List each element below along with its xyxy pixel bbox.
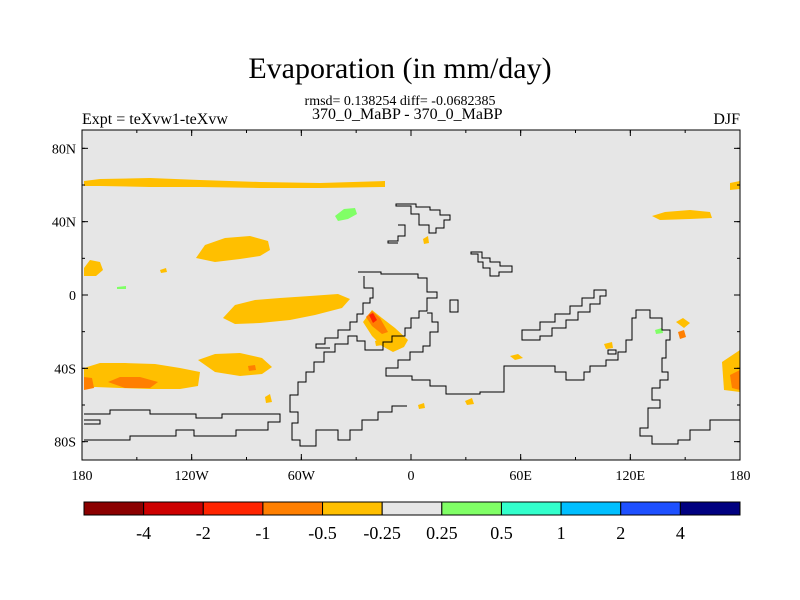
colorbar-label: -0.5 bbox=[308, 523, 337, 543]
colorbar-label: -0.25 bbox=[363, 523, 401, 543]
colorbar-label: -4 bbox=[136, 523, 151, 543]
season-label: DJF bbox=[713, 111, 740, 128]
colorbar-swatch bbox=[322, 501, 383, 516]
patch-small-3 bbox=[418, 403, 425, 409]
patch-orange-west-pacific bbox=[84, 377, 94, 390]
chart-subtitle: rmsd= 0.138254 diff= -0.0682385 bbox=[304, 94, 496, 109]
patch-60n-east bbox=[730, 181, 740, 190]
x-axis: 180 120W 60W 0 60E 120E 180 bbox=[72, 130, 751, 484]
coastline-antarctic-2 bbox=[84, 419, 101, 425]
coastline-small-2 bbox=[607, 349, 617, 355]
patch-north-pacific-east bbox=[652, 210, 712, 220]
colorbar-swatch bbox=[83, 501, 145, 516]
colorbar-label: 0.5 bbox=[490, 523, 513, 543]
positive-anomaly-patches bbox=[117, 208, 663, 334]
experiment-label: Expt = teXvw1-teXvw bbox=[82, 111, 228, 128]
coastline-asia-east bbox=[470, 251, 513, 277]
colorbar-label: -2 bbox=[196, 523, 211, 543]
patch-east-pacific-north bbox=[84, 260, 103, 276]
x-tick-label: 120E bbox=[616, 469, 646, 484]
colorbar-swatch bbox=[441, 501, 502, 516]
y-tick-label: 40N bbox=[52, 216, 76, 231]
colorbar-swatch bbox=[620, 501, 681, 516]
patch-small-2 bbox=[423, 236, 429, 244]
y-axis: 80N 40N 0 40S 80S bbox=[52, 142, 740, 451]
colorbar-swatch bbox=[381, 501, 443, 516]
patch-small-5 bbox=[160, 268, 167, 273]
x-tick-label: 0 bbox=[408, 469, 415, 484]
colorbar-label: 4 bbox=[676, 523, 685, 543]
colorbar: -4 -2 -1 -0.5 -0.25 0.25 0.5 1 2 4 bbox=[83, 501, 741, 543]
patch-small-6 bbox=[375, 339, 383, 346]
coastline-small-island bbox=[449, 299, 459, 313]
coastline-pangea-east bbox=[385, 309, 740, 445]
colorbar-label: 2 bbox=[616, 523, 625, 543]
coastline-north-continent bbox=[395, 203, 451, 234]
y-tick-label: 0 bbox=[69, 289, 76, 304]
y-tick-label: 40S bbox=[54, 362, 76, 377]
colorbar-swatch bbox=[679, 501, 741, 516]
coastline-pangea-interior bbox=[315, 276, 374, 349]
period-label: 370_0_MaBP - 370_0_MaBP bbox=[312, 106, 503, 123]
patch-australia-east bbox=[676, 318, 690, 328]
patch-pacific-north bbox=[196, 236, 270, 262]
x-tick-label: 180 bbox=[72, 469, 93, 484]
chart-title: Evaporation (in mm/day) bbox=[248, 52, 552, 85]
colorbar-label: 1 bbox=[557, 523, 566, 543]
patch-green-small-2 bbox=[117, 286, 126, 289]
x-tick-label: 60E bbox=[509, 469, 532, 484]
patch-orange-east-indian bbox=[730, 370, 740, 390]
x-tick-label: 60W bbox=[288, 469, 316, 484]
x-tick-label: 120W bbox=[175, 469, 210, 484]
y-tick-label: 80S bbox=[54, 436, 76, 451]
patch-red-atlantic bbox=[369, 313, 377, 323]
colorbar-label: -1 bbox=[255, 523, 270, 543]
patch-indian-1 bbox=[604, 342, 613, 349]
patch-orange-small bbox=[248, 365, 256, 371]
colorbar-swatch bbox=[500, 501, 562, 516]
colorbar-swatch bbox=[143, 501, 204, 516]
stronger-anomaly-patches bbox=[84, 311, 740, 390]
colorbar-swatch bbox=[262, 501, 324, 516]
patch-small-4 bbox=[465, 398, 474, 405]
colorbar-label: 0.25 bbox=[426, 523, 458, 543]
colorbar-swatch bbox=[202, 501, 264, 516]
patch-tropical-atlantic bbox=[223, 294, 350, 324]
continent-outlines bbox=[84, 203, 740, 447]
colorbar-swatch bbox=[560, 501, 622, 516]
coastline-south-rift bbox=[521, 289, 607, 341]
x-tick-label: 180 bbox=[730, 469, 751, 484]
patch-orange-south-pacific bbox=[108, 377, 158, 388]
y-tick-label: 80N bbox=[52, 142, 76, 157]
patch-madagascar bbox=[510, 354, 523, 360]
patch-small-1 bbox=[265, 394, 272, 403]
coastline-pangea-west bbox=[289, 271, 438, 447]
coastline-north-continent-2 bbox=[387, 224, 406, 244]
patch-green-europe bbox=[335, 208, 357, 221]
patch-green-small-1 bbox=[655, 328, 663, 334]
patch-orange-australia bbox=[678, 330, 686, 339]
patch-60n-band bbox=[84, 178, 385, 188]
coastline-antarctic bbox=[84, 409, 281, 441]
